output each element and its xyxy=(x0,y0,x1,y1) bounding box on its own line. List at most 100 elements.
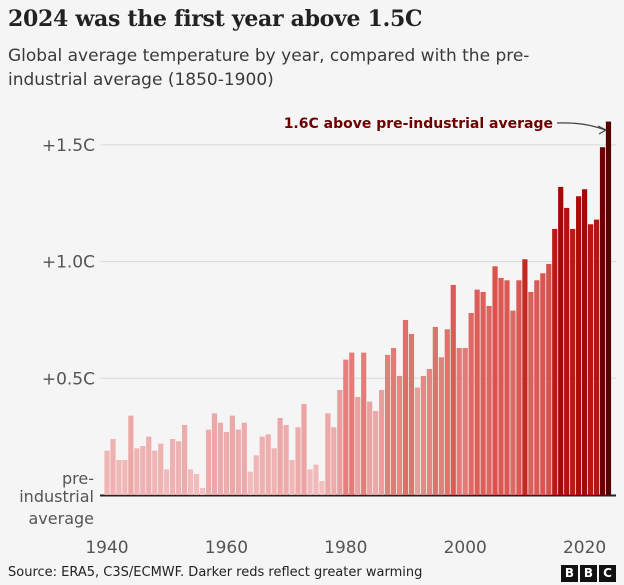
y-tick-label: +1.5C xyxy=(42,136,95,156)
bar-1958 xyxy=(211,413,218,495)
x-tick-label: 1940 xyxy=(85,538,128,558)
bar-1956 xyxy=(199,487,206,495)
bar-1940 xyxy=(104,450,110,495)
bar-1982 xyxy=(355,396,361,495)
bar-1953 xyxy=(182,424,188,495)
bar-1944 xyxy=(128,415,134,495)
bar-1993 xyxy=(420,375,427,495)
bar-2023 xyxy=(599,147,606,495)
bbc-logo: B B C xyxy=(561,565,616,582)
bar-2018 xyxy=(570,228,576,495)
bar-1945 xyxy=(134,448,140,495)
bar-1976 xyxy=(319,480,325,495)
bar-1948 xyxy=(152,450,158,495)
bar-2000 xyxy=(462,347,468,495)
bar-1967 xyxy=(265,434,271,495)
bar-1987 xyxy=(384,354,391,495)
bar-1943 xyxy=(122,459,128,495)
bar-1961 xyxy=(229,415,235,495)
footer: Source: ERA5, C3S/ECMWF. Darker reds ref… xyxy=(0,562,624,585)
bar-1963 xyxy=(241,422,247,495)
bar-1946 xyxy=(140,445,146,495)
x-tick-label: 2000 xyxy=(444,538,487,558)
bar-2005 xyxy=(492,266,498,495)
bar-1950 xyxy=(164,469,170,495)
bar-1947 xyxy=(146,436,152,495)
bar-1973 xyxy=(301,403,307,495)
bar-1983 xyxy=(361,352,367,495)
bar-2019 xyxy=(576,196,582,496)
annotation-label: 1.6C above pre-industrial average xyxy=(284,116,553,132)
bar-1984 xyxy=(367,401,373,495)
bar-1972 xyxy=(295,427,301,495)
bar-2012 xyxy=(534,280,540,495)
bar-1952 xyxy=(176,441,182,495)
bar-2016 xyxy=(558,186,564,496)
bar-1959 xyxy=(217,422,224,495)
bar-1965 xyxy=(253,455,259,495)
bar-1969 xyxy=(277,417,283,495)
bbc-logo-letter: C xyxy=(599,565,616,582)
bar-1951 xyxy=(170,438,176,495)
bbc-logo-letter: B xyxy=(580,565,597,582)
bar-2022 xyxy=(593,219,600,495)
y-tick-label: +1.0C xyxy=(42,253,95,273)
bar-1941 xyxy=(110,438,116,495)
bar-2003 xyxy=(480,291,486,495)
bar-1974 xyxy=(307,469,313,495)
bar-1971 xyxy=(289,459,295,495)
bar-2001 xyxy=(468,312,474,495)
arrow-head-icon xyxy=(597,125,608,135)
bar-2017 xyxy=(564,207,570,495)
bar-1977 xyxy=(325,413,331,495)
bar-2007 xyxy=(504,280,510,495)
bar-1954 xyxy=(187,469,194,495)
bar-1998 xyxy=(450,284,456,495)
bar-1990 xyxy=(402,319,409,495)
bar-1942 xyxy=(116,459,122,495)
bar-1962 xyxy=(235,429,241,495)
bar-1988 xyxy=(390,347,397,495)
bar-2021 xyxy=(587,224,594,496)
bar-2006 xyxy=(498,277,504,495)
bar-1955 xyxy=(193,473,200,495)
bar-2015 xyxy=(552,228,558,495)
bar-1949 xyxy=(158,443,164,495)
bar-1995 xyxy=(432,326,438,495)
baseline-label: pre- xyxy=(62,469,94,488)
bar-1957 xyxy=(205,429,212,495)
bar-2020 xyxy=(582,189,588,495)
bar-2008 xyxy=(510,310,516,495)
bar-1960 xyxy=(223,431,229,495)
bar-2010 xyxy=(522,259,528,495)
bar-2011 xyxy=(528,291,534,495)
bar-1989 xyxy=(396,375,403,495)
bar-1991 xyxy=(408,333,415,495)
source-note: Source: ERA5, C3S/ECMWF. Darker reds ref… xyxy=(8,565,423,580)
bar-1980 xyxy=(343,359,349,495)
bar-2009 xyxy=(516,280,522,495)
bar-1968 xyxy=(271,448,277,495)
annotation-arrow xyxy=(556,122,606,131)
bar-1996 xyxy=(438,357,444,495)
bar-1979 xyxy=(337,389,343,495)
bar-1994 xyxy=(426,368,432,495)
bar-1997 xyxy=(444,329,450,495)
bar-2014 xyxy=(546,263,552,495)
x-tick-label: 2020 xyxy=(563,538,606,558)
x-tick-label: 1980 xyxy=(324,538,367,558)
baseline-label: average xyxy=(29,509,95,528)
bar-1970 xyxy=(283,424,289,495)
chart-title: 2024 was the first year above 1.5C xyxy=(8,6,423,32)
bbc-logo-letter: B xyxy=(561,565,578,582)
baseline-label: industrial xyxy=(19,487,94,506)
bar-1985 xyxy=(373,410,379,495)
bar-1999 xyxy=(456,347,462,495)
bar-1975 xyxy=(313,464,319,495)
bar-2002 xyxy=(474,289,480,495)
bar-2004 xyxy=(486,305,492,495)
bar-chart: +0.5C +1.0C +1.5C pre-industrial average 1940… xyxy=(19,116,616,558)
y-tick-label: +0.5C xyxy=(42,369,95,389)
bar-1986 xyxy=(379,389,385,495)
bar-2024 xyxy=(605,121,612,495)
